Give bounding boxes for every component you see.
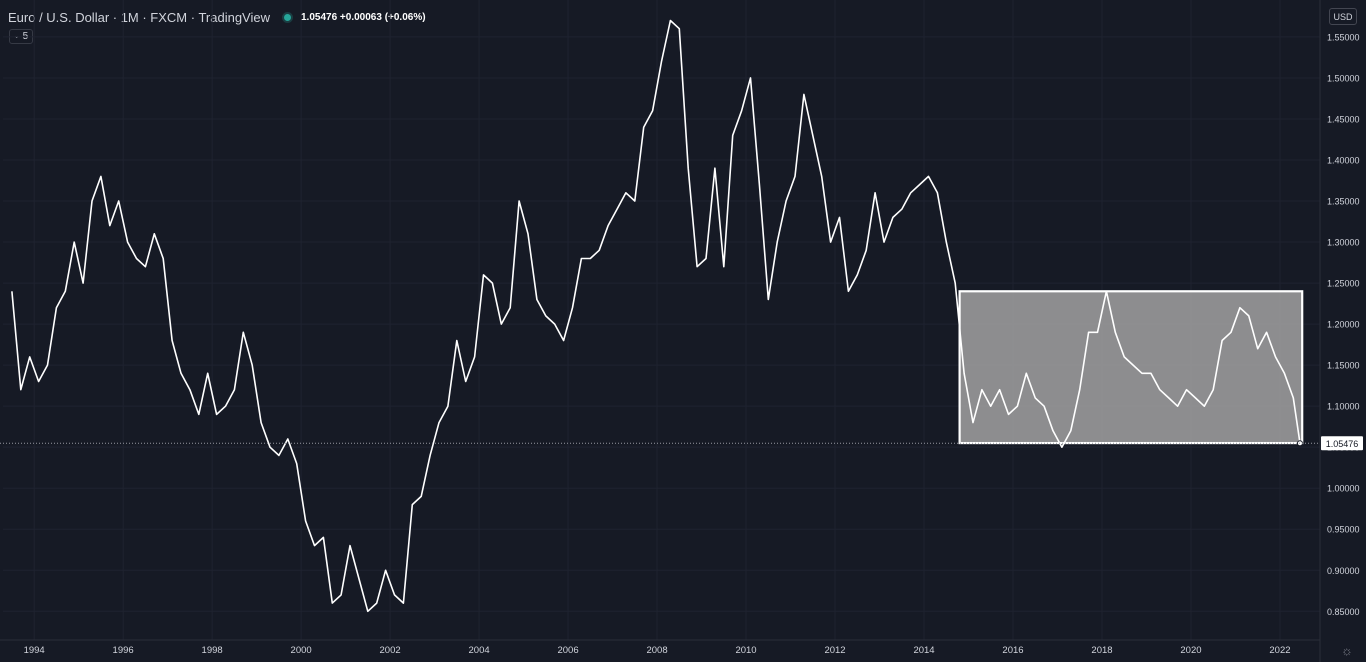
last-price-label: 1.05476 (1326, 439, 1359, 449)
x-tick-label: 1994 (24, 645, 45, 656)
y-tick-label: 0.95000 (1327, 525, 1360, 535)
x-tick-label: 2008 (646, 645, 667, 656)
grid (3, 0, 1320, 640)
gear-icon[interactable]: ☼ (1341, 643, 1353, 658)
x-tick-label: 1998 (202, 645, 223, 656)
y-tick-label: 0.90000 (1327, 566, 1360, 576)
market-status-dot-icon (284, 13, 291, 21)
y-tick-label: 1.30000 (1327, 238, 1360, 248)
x-tick-label: 1996 (113, 645, 134, 656)
x-tick-label: 2018 (1091, 645, 1112, 656)
price-quote: 1.05476 +0.00063 (+0.06%) (301, 11, 426, 23)
y-tick-label: 1.20000 (1327, 320, 1360, 330)
y-tick-label: 1.35000 (1327, 197, 1360, 207)
x-tick-label: 2012 (824, 645, 845, 656)
x-tick-label: 2016 (1002, 645, 1023, 656)
price-line (11, 19, 1301, 613)
x-tick-label: 2002 (380, 645, 401, 656)
x-tick-label: 2020 (1180, 645, 1201, 656)
y-tick-label: 0.85000 (1327, 607, 1360, 617)
chart-header: Euro / U.S. Dollar · 1M · FXCM · Trading… (8, 9, 426, 25)
symbol-title[interactable]: Euro / U.S. Dollar · 1M · FXCM · Trading… (8, 9, 270, 25)
y-tick-label: 1.15000 (1327, 361, 1360, 371)
y-tick-label: 1.25000 (1327, 279, 1360, 289)
y-tick-label: 1.10000 (1327, 402, 1360, 412)
x-tick-label: 2010 (735, 645, 756, 656)
y-tick-label: 1.50000 (1327, 73, 1360, 83)
highlight-box (958, 290, 1304, 445)
y-tick-label: 1.55000 (1327, 32, 1360, 42)
x-tick-label: 2022 (1269, 645, 1290, 656)
y-tick-label: 1.45000 (1327, 114, 1360, 124)
last-price-label-bg (1321, 436, 1363, 451)
x-tick-label: 2006 (557, 645, 578, 656)
x-tick-label: 2014 (913, 645, 934, 656)
x-tick-label: 2004 (469, 645, 490, 656)
highlight-box-layer (958, 290, 1304, 445)
x-tick-label: 2000 (291, 645, 312, 656)
y-tick-label: 1.00000 (1327, 484, 1360, 494)
y-tick-label: 1.40000 (1327, 156, 1360, 166)
currency-button[interactable]: USD (1329, 8, 1357, 25)
